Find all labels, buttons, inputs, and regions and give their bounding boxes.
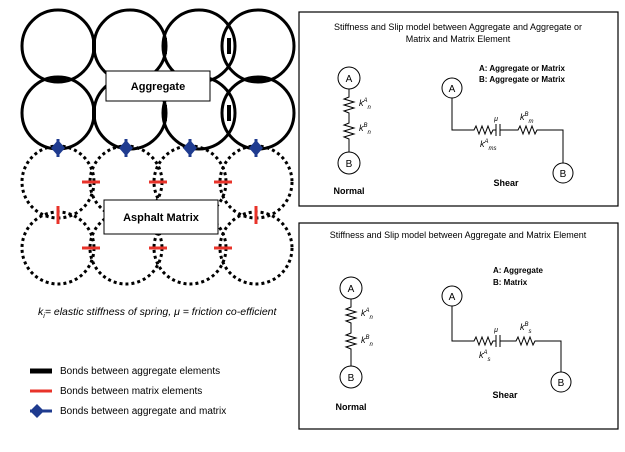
top-mu: μ — [493, 116, 498, 123]
formula-subscript: i — [43, 313, 45, 321]
top-shear-spring — [441, 77, 574, 184]
aggregate-circle — [220, 8, 296, 84]
top-normal-label: Normal — [333, 186, 364, 196]
top-k-normal-b: kBn — [359, 123, 372, 136]
bottom-normal-node-b-label: B — [348, 373, 355, 384]
bottom-normal-node-a-label: A — [348, 284, 355, 295]
bottom-panel-title: Stiffness and Slip model between Aggrega… — [330, 230, 587, 240]
bottom-normal-spring — [339, 276, 363, 389]
legend-item-interface: Bonds between aggregate and matrix — [60, 402, 226, 420]
bottom-normal-label: Normal — [335, 402, 366, 412]
aggregate-label-box — [105, 70, 211, 102]
aggregate-bonds — [50, 38, 266, 121]
legend-label: Bonds between aggregate and matrix — [60, 405, 227, 417]
legend-label: Bonds between aggregate elements — [60, 365, 221, 377]
top-panel-title-line1: Stiffness and Slip model between Aggrega… — [334, 22, 582, 32]
stiffness-definition: ki= elastic stiffness of spring, μ = fri… — [38, 306, 276, 320]
top-normal-spring — [337, 66, 361, 175]
top-k-normal-a: kAn — [359, 98, 372, 111]
legend-interface-bond-icon — [30, 404, 52, 418]
top-key-a: A: Aggregate or Matrix — [479, 64, 565, 73]
bottom-k-normal-a: kAn — [361, 308, 374, 321]
bottom-k-shear-a: kAs — [479, 350, 491, 363]
bottom-model-panel — [298, 222, 619, 430]
interface-bond — [51, 139, 65, 157]
top-k-shear-b: kBm — [520, 112, 534, 125]
top-key-b: B: Aggregate or Matrix — [479, 75, 565, 84]
top-shear-label: Shear — [493, 178, 519, 188]
bottom-k-normal-b: kBn — [361, 335, 374, 348]
bottom-mu: μ — [493, 327, 498, 334]
bottom-key-a: A: Aggregate — [493, 266, 543, 275]
aggregate-circle — [220, 75, 296, 151]
interface-bond — [119, 139, 133, 157]
bottom-shear-spring — [441, 285, 572, 393]
bottom-key-b: B: Matrix — [493, 278, 528, 287]
aggregate-circle — [20, 75, 96, 151]
legend-item-aggregate: Bonds between aggregate elements — [60, 362, 220, 380]
matrix-label: Asphalt Matrix — [123, 212, 200, 224]
bottom-shear-node-b-label: B — [558, 378, 565, 389]
bottom-k-shear-b: kBs — [520, 322, 532, 335]
bottom-shear-label: Shear — [492, 390, 518, 400]
matrix-label-box — [103, 199, 219, 235]
formula-text: = elastic stiffness of spring, μ = frict… — [44, 306, 277, 318]
legend-item-matrix: Bonds between matrix elements — [60, 382, 202, 400]
top-normal-node-b-label: B — [346, 159, 353, 170]
matrix-bonds — [56, 180, 258, 250]
interface-bond — [183, 139, 197, 157]
legend-label: Bonds between matrix elements — [60, 385, 203, 397]
aggregate-label: Aggregate — [131, 81, 185, 93]
top-panel-title-line2: Matrix and Matrix Element — [406, 34, 511, 44]
formula-k: k — [38, 306, 44, 318]
top-normal-node-a-label: A — [346, 74, 353, 85]
top-shear-node-b-label: B — [560, 169, 567, 180]
bottom-shear-node-a-label: A — [449, 292, 456, 303]
top-k-shear-a: kAms — [480, 139, 497, 152]
interface-bond — [249, 139, 263, 157]
interface-bonds — [51, 139, 263, 157]
top-shear-node-a-label: A — [449, 84, 456, 95]
aggregate-circle — [20, 8, 96, 84]
